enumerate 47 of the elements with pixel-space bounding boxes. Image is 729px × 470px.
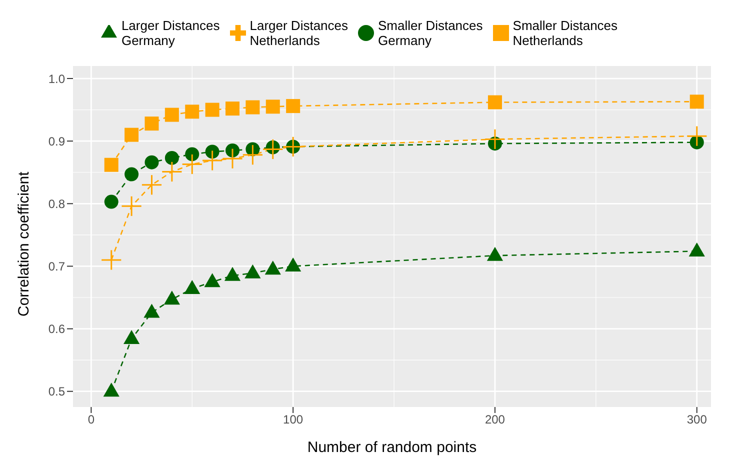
x-tick-label: 300 [686, 412, 708, 427]
point [224, 266, 241, 281]
point [144, 116, 159, 131]
x-tick-label: 100 [283, 412, 304, 427]
point [164, 108, 179, 122]
point [286, 99, 300, 114]
point [185, 104, 200, 119]
point [124, 128, 139, 142]
legend-label: Larger Distances Germany [121, 18, 220, 48]
point [104, 158, 118, 172]
point [266, 100, 280, 114]
point [244, 264, 261, 278]
point [204, 273, 220, 288]
point [205, 102, 220, 117]
point [246, 100, 260, 114]
point [144, 155, 159, 170]
y-axis-title: Correlation coefficient [15, 170, 32, 316]
legend-label: Larger Distances Netherlands [250, 18, 348, 48]
point [124, 167, 139, 182]
y-tick-label: 0.5 [48, 384, 66, 399]
point [690, 94, 704, 109]
legend-label: Smaller Distances Netherlands [512, 18, 618, 48]
point [185, 147, 200, 162]
x-tick-label: 200 [484, 412, 506, 427]
point [205, 144, 220, 159]
point [264, 260, 281, 275]
point [144, 304, 160, 318]
point [285, 257, 302, 272]
x-axis-title: Number of random points [307, 439, 477, 456]
point [486, 246, 504, 261]
point [488, 95, 502, 110]
point [103, 382, 120, 397]
point [164, 150, 179, 165]
point [104, 194, 118, 209]
y-tick-label: 0.6 [48, 322, 66, 336]
legend-label: Smaller Distances Germany [378, 18, 483, 48]
y-tick-label: 1.0 [48, 72, 66, 86]
x-tick-label: 0 [88, 412, 95, 427]
point [226, 102, 240, 116]
point [184, 280, 200, 294]
y-tick-label: 0.9 [48, 134, 66, 148]
y-tick-label: 0.7 [48, 259, 66, 274]
point [164, 290, 180, 305]
y-tick-label: 0.8 [48, 196, 66, 211]
point [124, 330, 140, 344]
point [226, 143, 240, 158]
point [688, 242, 705, 256]
